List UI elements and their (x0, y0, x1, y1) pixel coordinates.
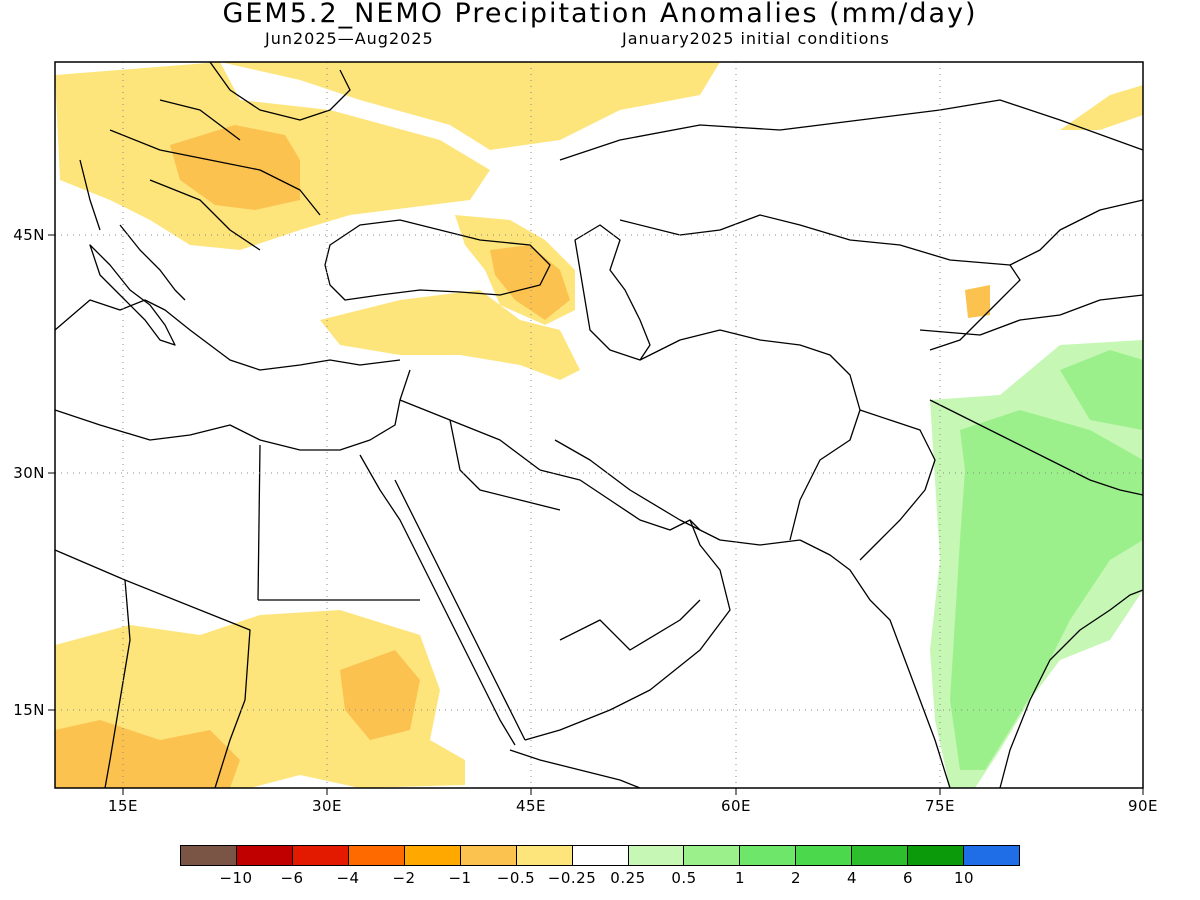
colorbar-tick-label: −4 (336, 869, 360, 887)
sudan-chad-border (104, 579, 131, 789)
dry-anomaly-anatolia (320, 290, 580, 380)
colorbar-tick-label: −0.25 (547, 869, 597, 887)
dry-anomaly-sudan (340, 650, 420, 740)
lon-label-15e: 15E (107, 797, 139, 815)
india-west-coast (799, 539, 951, 789)
central-asia-borders (619, 199, 1144, 266)
iran-afghan-borders (639, 329, 861, 541)
forecast-period: Jun2025—Aug2025 (265, 29, 434, 48)
egypt-libya-border (257, 444, 261, 601)
china-borders (919, 294, 1144, 336)
graticule (55, 62, 1143, 788)
colorbar-swatch (796, 846, 853, 865)
colorbar-swatch (740, 846, 797, 865)
colorbar-tick-label: 2 (790, 869, 802, 887)
colorbar-tick-label: −2 (392, 869, 416, 887)
colorbar-tick-label: 6 (902, 869, 914, 887)
colorbar-swatch (908, 846, 965, 865)
coastlines-and-borders (54, 61, 1144, 789)
mediterranean-north-coast (54, 299, 401, 371)
colorbar-swatch (348, 846, 405, 865)
middle-east-borders (399, 399, 561, 511)
lat-label-30n: 30N (13, 464, 45, 482)
dry-anomaly-mongolia (1060, 85, 1143, 130)
lon-label-45e: 45E (515, 797, 547, 815)
colorbar-swatch (292, 846, 349, 865)
colorbar-tick-label: 4 (846, 869, 858, 887)
adriatic-coast (119, 224, 186, 301)
lon-label-60e: 60E (720, 797, 752, 815)
dry-anomaly-caucasus-core (490, 245, 570, 320)
red-sea-west-coast (359, 454, 516, 746)
pakistan-india-border (859, 409, 936, 561)
lat-label-15n: 15N (13, 701, 45, 719)
arabia-interior-borders (559, 599, 701, 651)
colorbar-tick-label: 0.5 (671, 869, 697, 887)
kazakhstan-north-border (559, 99, 1144, 161)
colorbar-swatch (460, 846, 517, 865)
colorbar-swatch (852, 846, 909, 865)
colorbar-swatch (684, 846, 741, 865)
lon-label-75e: 75E (924, 797, 956, 815)
himalaya-border (929, 399, 1144, 496)
wet-anomaly-himalaya (1060, 350, 1143, 430)
colorbar-tick-label: −1 (448, 869, 472, 887)
north-africa-coast (54, 369, 411, 451)
anomaly-shading (55, 62, 1143, 788)
horn-of-africa-coast (509, 749, 641, 789)
iran-south-coast (554, 439, 801, 546)
colorbar-swatch (964, 846, 1020, 865)
wet-anomaly-india-core (950, 410, 1143, 770)
colorbar-swatch (404, 846, 461, 865)
persian-gulf-coast (539, 469, 701, 531)
colorbar-swatch (236, 846, 293, 865)
colorbar-tick-label: 0.25 (610, 869, 646, 887)
colorbar-swatch (628, 846, 685, 865)
black-sea-coast (324, 219, 551, 301)
east-asia-coast (929, 264, 1021, 351)
baltic-coast (209, 61, 351, 121)
colorbar-tick-label: −10 (219, 869, 253, 887)
europe-borders (79, 99, 321, 251)
dry-anomaly-sahel-core (55, 720, 240, 788)
caspian-sea-coast (574, 224, 651, 361)
colorbar-tick-label: 10 (953, 869, 975, 887)
dry-anomaly-north (220, 62, 720, 150)
lon-label-30e: 30E (311, 797, 343, 815)
colorbar-swatch (572, 846, 629, 865)
map-frame (54, 61, 1144, 789)
arabia-west-coast (394, 479, 526, 741)
colorbar-tick-label: −6 (280, 869, 304, 887)
india-east-coast (999, 589, 1144, 789)
colorbar-swatch (516, 846, 573, 865)
colorbar (180, 845, 1020, 866)
chad-borders (54, 549, 251, 789)
colorbar-tick-label: −0.5 (496, 869, 536, 887)
italy-coast (89, 244, 176, 346)
dry-anomaly-central-europe (170, 125, 300, 210)
axis-ticks (48, 234, 1144, 795)
initial-conditions: January2025 initial conditions (622, 29, 890, 48)
chart-title: GEM5.2_NEMO Precipitation Anomalies (mm/… (222, 0, 978, 29)
colorbar-swatch (181, 846, 237, 865)
arabia-south-coast (524, 519, 731, 741)
colorbar-tick-label: 1 (734, 869, 746, 887)
lat-label-45n: 45N (13, 226, 45, 244)
dry-anomaly-korea (965, 285, 990, 318)
lon-label-90e: 90E (1127, 797, 1159, 815)
